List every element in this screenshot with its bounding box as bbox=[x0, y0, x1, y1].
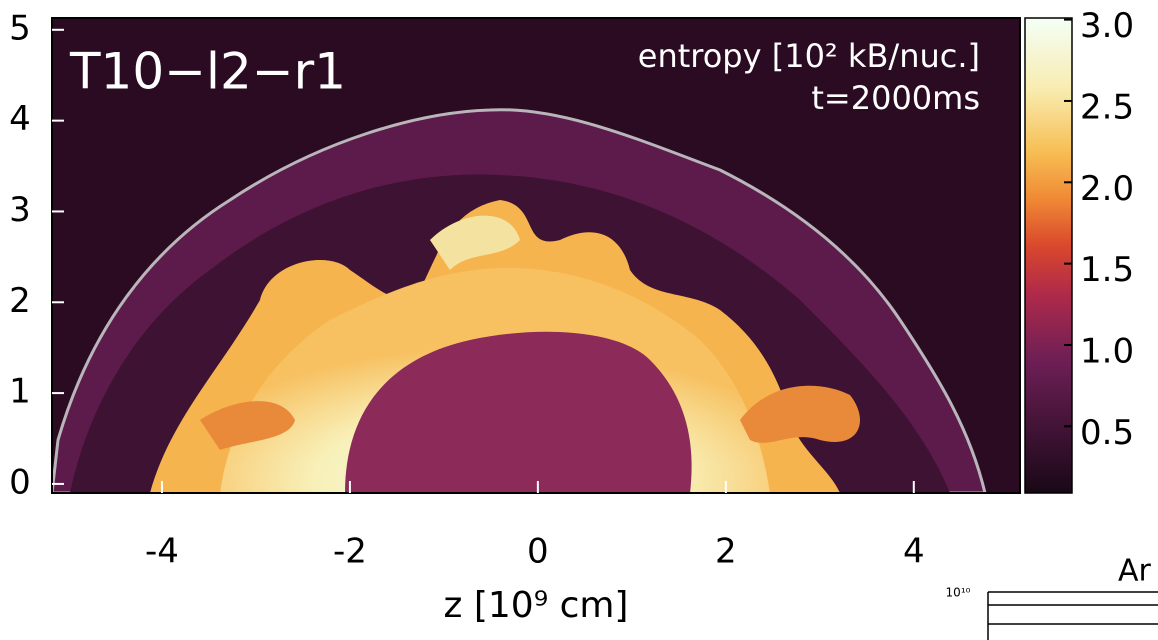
y-tick-label: 5 bbox=[9, 8, 31, 48]
y-tick-label: 2 bbox=[9, 281, 31, 321]
colorbar bbox=[1025, 18, 1072, 493]
x-axis-label: z [10⁹ cm] bbox=[444, 585, 629, 626]
annotation: entropy [10² kB/nuc.] bbox=[638, 37, 980, 75]
page: {"chart_data": {"type": "heatmap", "titl… bbox=[0, 0, 1158, 640]
x-tick-label: 2 bbox=[715, 532, 737, 572]
neighbor-frame bbox=[988, 592, 1158, 640]
x-tick-label: 4 bbox=[903, 532, 925, 572]
chart-title: T10−l2−r1 bbox=[69, 43, 346, 101]
neighbor-title: Ar bbox=[1118, 554, 1152, 589]
annotation: t=2000ms bbox=[811, 79, 980, 117]
colorbar-tick-label: 1.0 bbox=[1080, 331, 1134, 371]
colorbar-tick-label: 2.5 bbox=[1080, 87, 1134, 127]
neighbor-tick-label: 10¹⁰ bbox=[946, 586, 971, 600]
y-tick-label: 4 bbox=[9, 99, 31, 139]
x-tick-label: -2 bbox=[333, 532, 367, 572]
colorbar-tick-label: 1.5 bbox=[1080, 250, 1134, 290]
y-tick-label: 0 bbox=[9, 462, 31, 502]
x-tick-label: 0 bbox=[527, 532, 549, 572]
figure: T10−l2−r1 entropy [10² kB/nuc.] t=2000ms… bbox=[0, 0, 1158, 640]
colorbar-tick-label: 3.0 bbox=[1080, 6, 1134, 46]
colorbar-tick-label: 2.0 bbox=[1080, 169, 1134, 209]
colorbar-tick-label: 0.5 bbox=[1080, 413, 1134, 453]
x-tick-label: -4 bbox=[145, 532, 179, 572]
y-tick-label: 3 bbox=[9, 190, 31, 230]
y-tick-label: 1 bbox=[9, 372, 31, 412]
